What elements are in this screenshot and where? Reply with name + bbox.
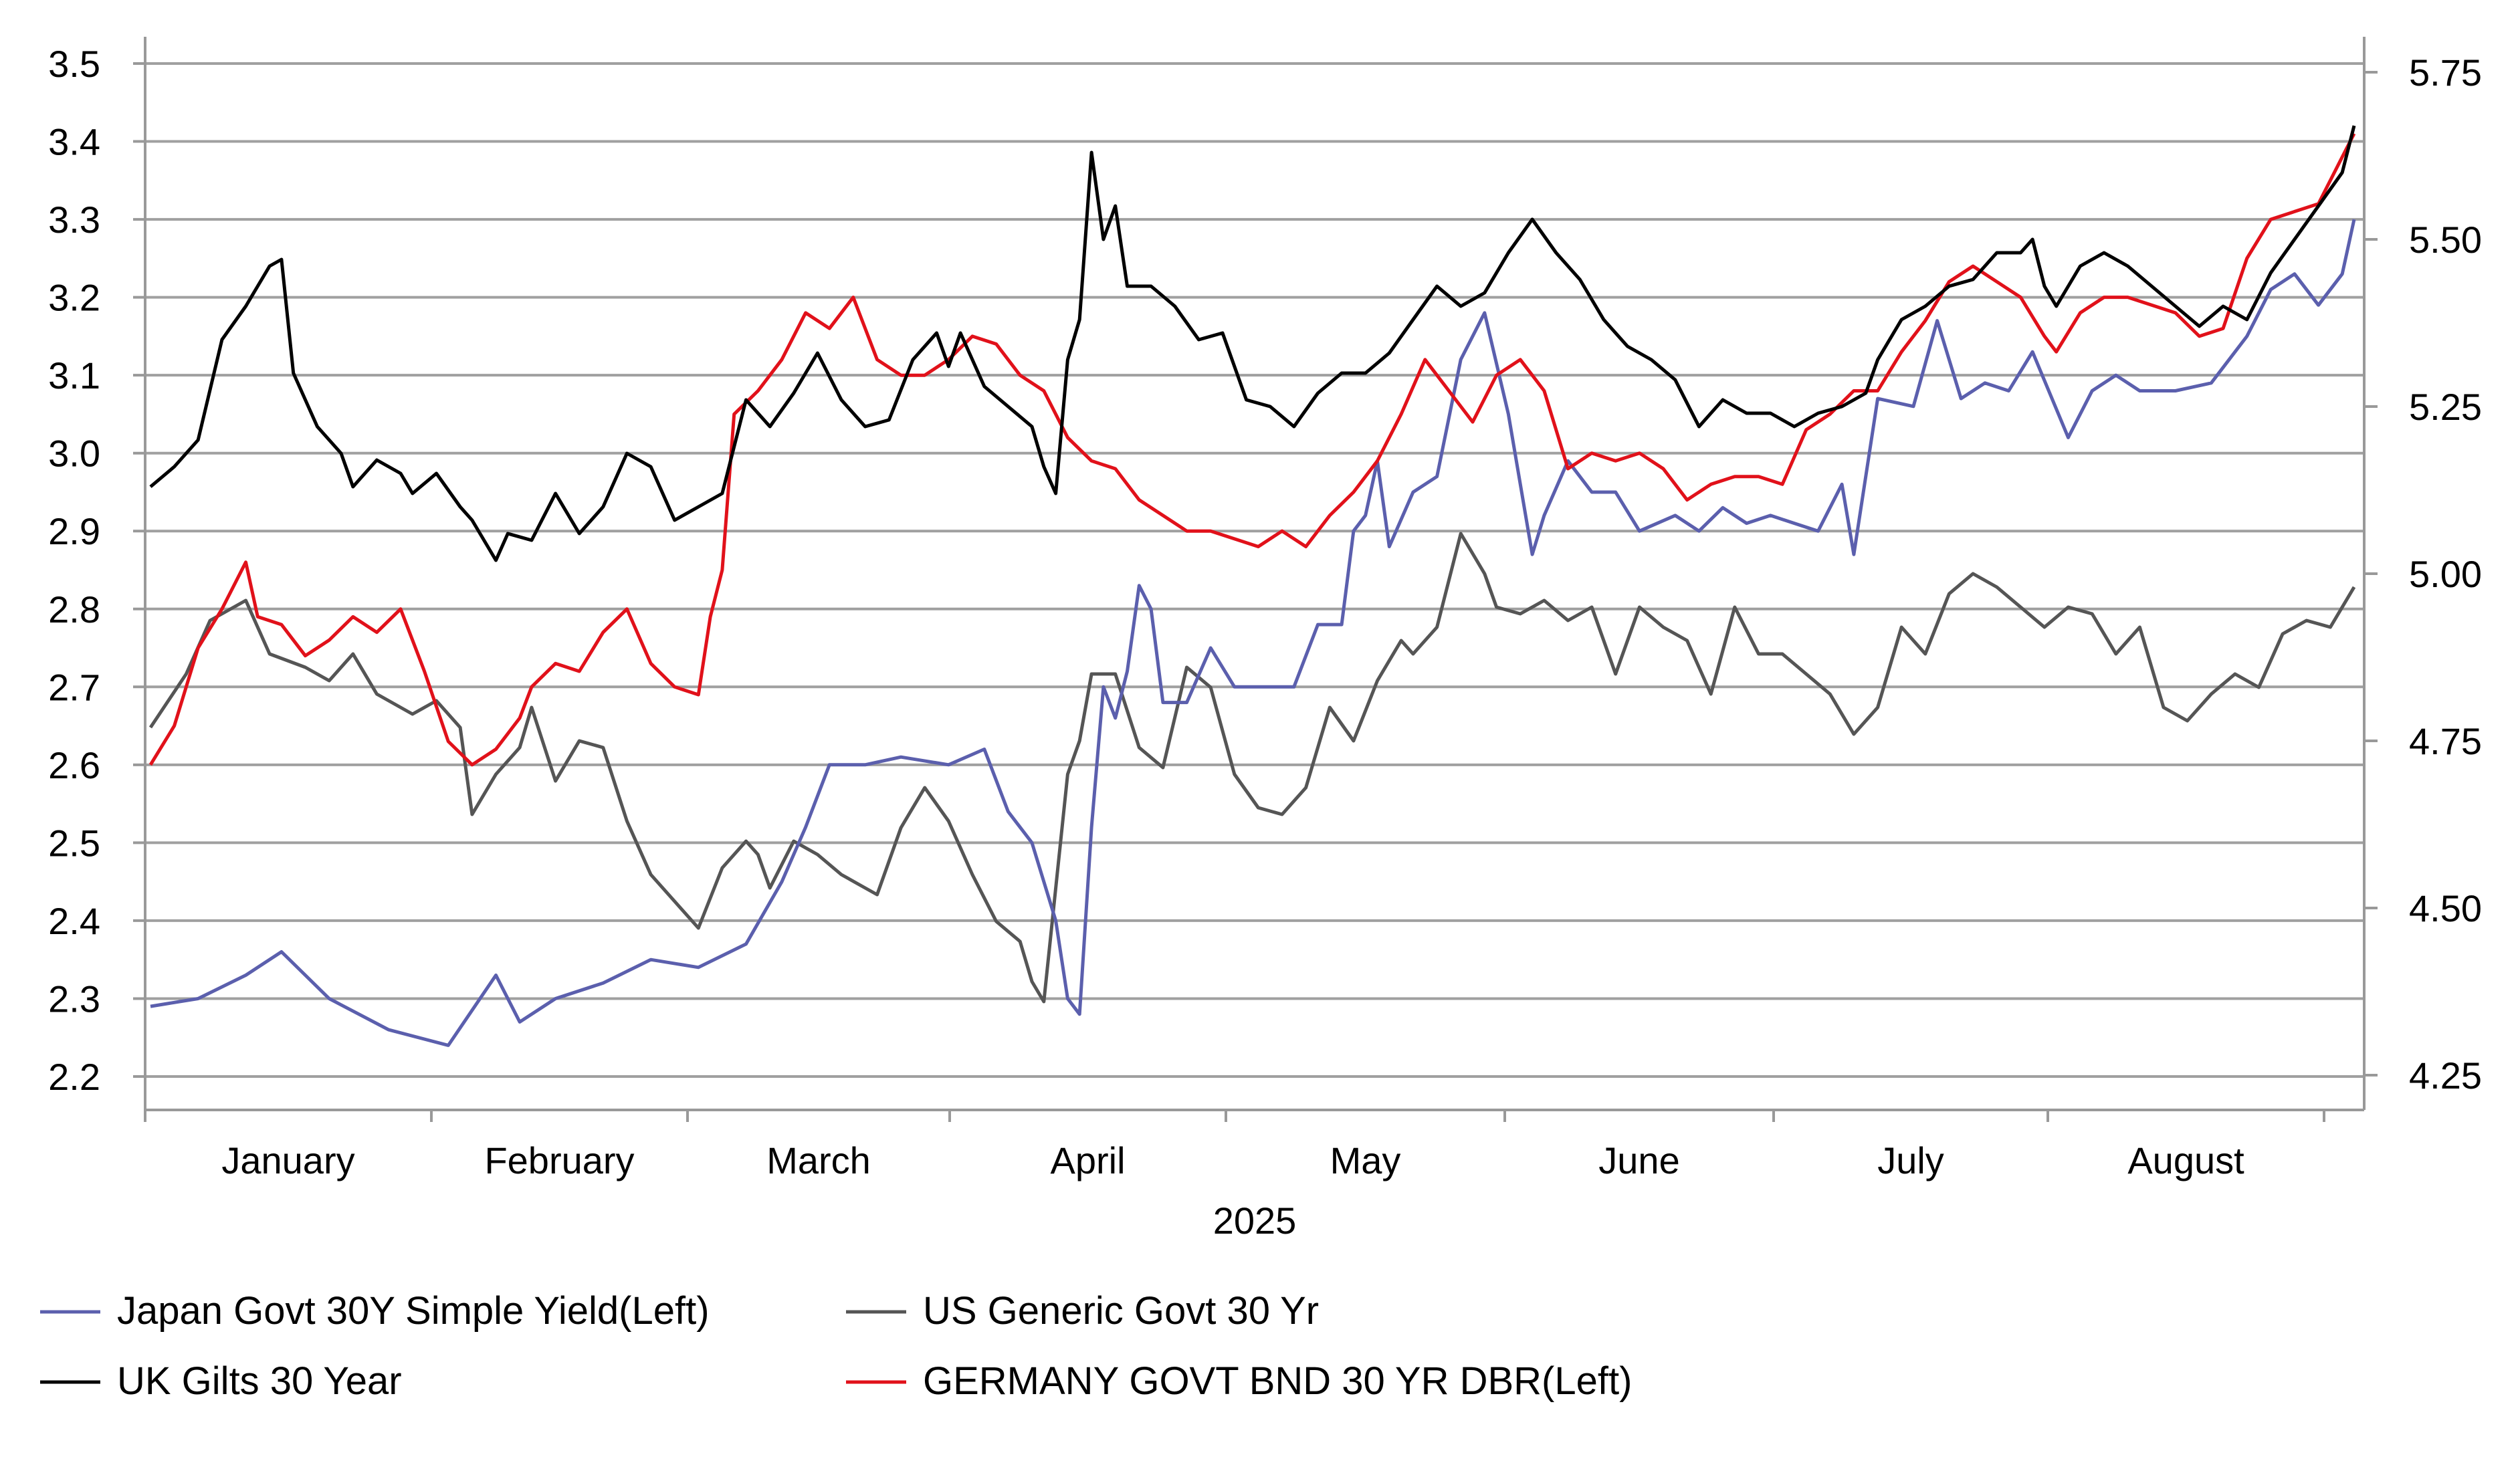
- month-label: February: [484, 1139, 634, 1181]
- legend-label: Japan Govt 30Y Simple Yield(Left): [117, 1289, 710, 1333]
- series-line: [148, 532, 2356, 1004]
- left-tick-label: 2.4: [48, 900, 100, 942]
- axes: [144, 37, 2366, 1111]
- left-tick-label: 2.7: [48, 666, 100, 708]
- left-tick-label: 3.3: [48, 199, 100, 241]
- right-tick-label: 4.50: [2409, 887, 2482, 929]
- left-tick-label: 3.4: [48, 121, 100, 163]
- month-label: May: [1330, 1139, 1401, 1181]
- series-line: [148, 132, 2356, 767]
- month-label: August: [2127, 1139, 2244, 1181]
- left-tick-label: 3.1: [48, 354, 100, 397]
- series-line: [149, 125, 2356, 562]
- right-tick-label: 4.25: [2409, 1054, 2482, 1097]
- series-line: [150, 219, 2356, 1047]
- month-label: March: [766, 1139, 871, 1181]
- right-axis-ticks: 4.25 4.50 4.75 5.00 5.25 5.50 5.75: [2364, 51, 2482, 1097]
- legend: Japan Govt 30Y Simple Yield(Left) US Gene…: [40, 1289, 1632, 1403]
- right-tick-label: 5.00: [2409, 553, 2482, 595]
- right-tick-label: 4.75: [2409, 720, 2482, 762]
- left-tick-label: 3.2: [48, 277, 100, 319]
- x-axis-label: 2025: [1213, 1200, 1297, 1242]
- left-tick-label: 2.2: [48, 1056, 100, 1098]
- left-tick-label: 2.6: [48, 744, 100, 786]
- left-tick-label: 2.9: [48, 510, 100, 552]
- gridlines: [145, 62, 2364, 1078]
- left-tick-label: 2.8: [48, 588, 100, 631]
- legend-label: UK Gilts 30 Year: [117, 1359, 402, 1403]
- series-lines: [148, 125, 2356, 1047]
- right-tick-label: 5.25: [2409, 386, 2482, 428]
- left-tick-label: 2.5: [48, 822, 100, 864]
- month-label: January: [221, 1139, 354, 1181]
- legend-label: US Generic Govt 30 Yr: [923, 1289, 1319, 1333]
- legend-label: GERMANY GOVT BND 30 YR DBR(Left): [923, 1359, 1632, 1403]
- left-tick-label: 3.5: [48, 43, 100, 85]
- left-tick-label: 2.3: [48, 978, 100, 1020]
- month-label: June: [1598, 1139, 1679, 1181]
- month-ticks: January February March April May June July Augu…: [144, 1110, 2325, 1181]
- left-axis-ticks: 2.2 2.3 2.4 2.5 2.6 2.7 2.8 2.9 3.0 3.1 3.2 3.3 3.4 3…: [48, 43, 145, 1098]
- left-tick-label: 3.0: [48, 433, 100, 475]
- month-label: July: [1877, 1139, 1944, 1181]
- month-label: April: [1050, 1139, 1125, 1181]
- right-tick-label: 5.50: [2409, 219, 2482, 261]
- right-tick-label: 5.75: [2409, 51, 2482, 94]
